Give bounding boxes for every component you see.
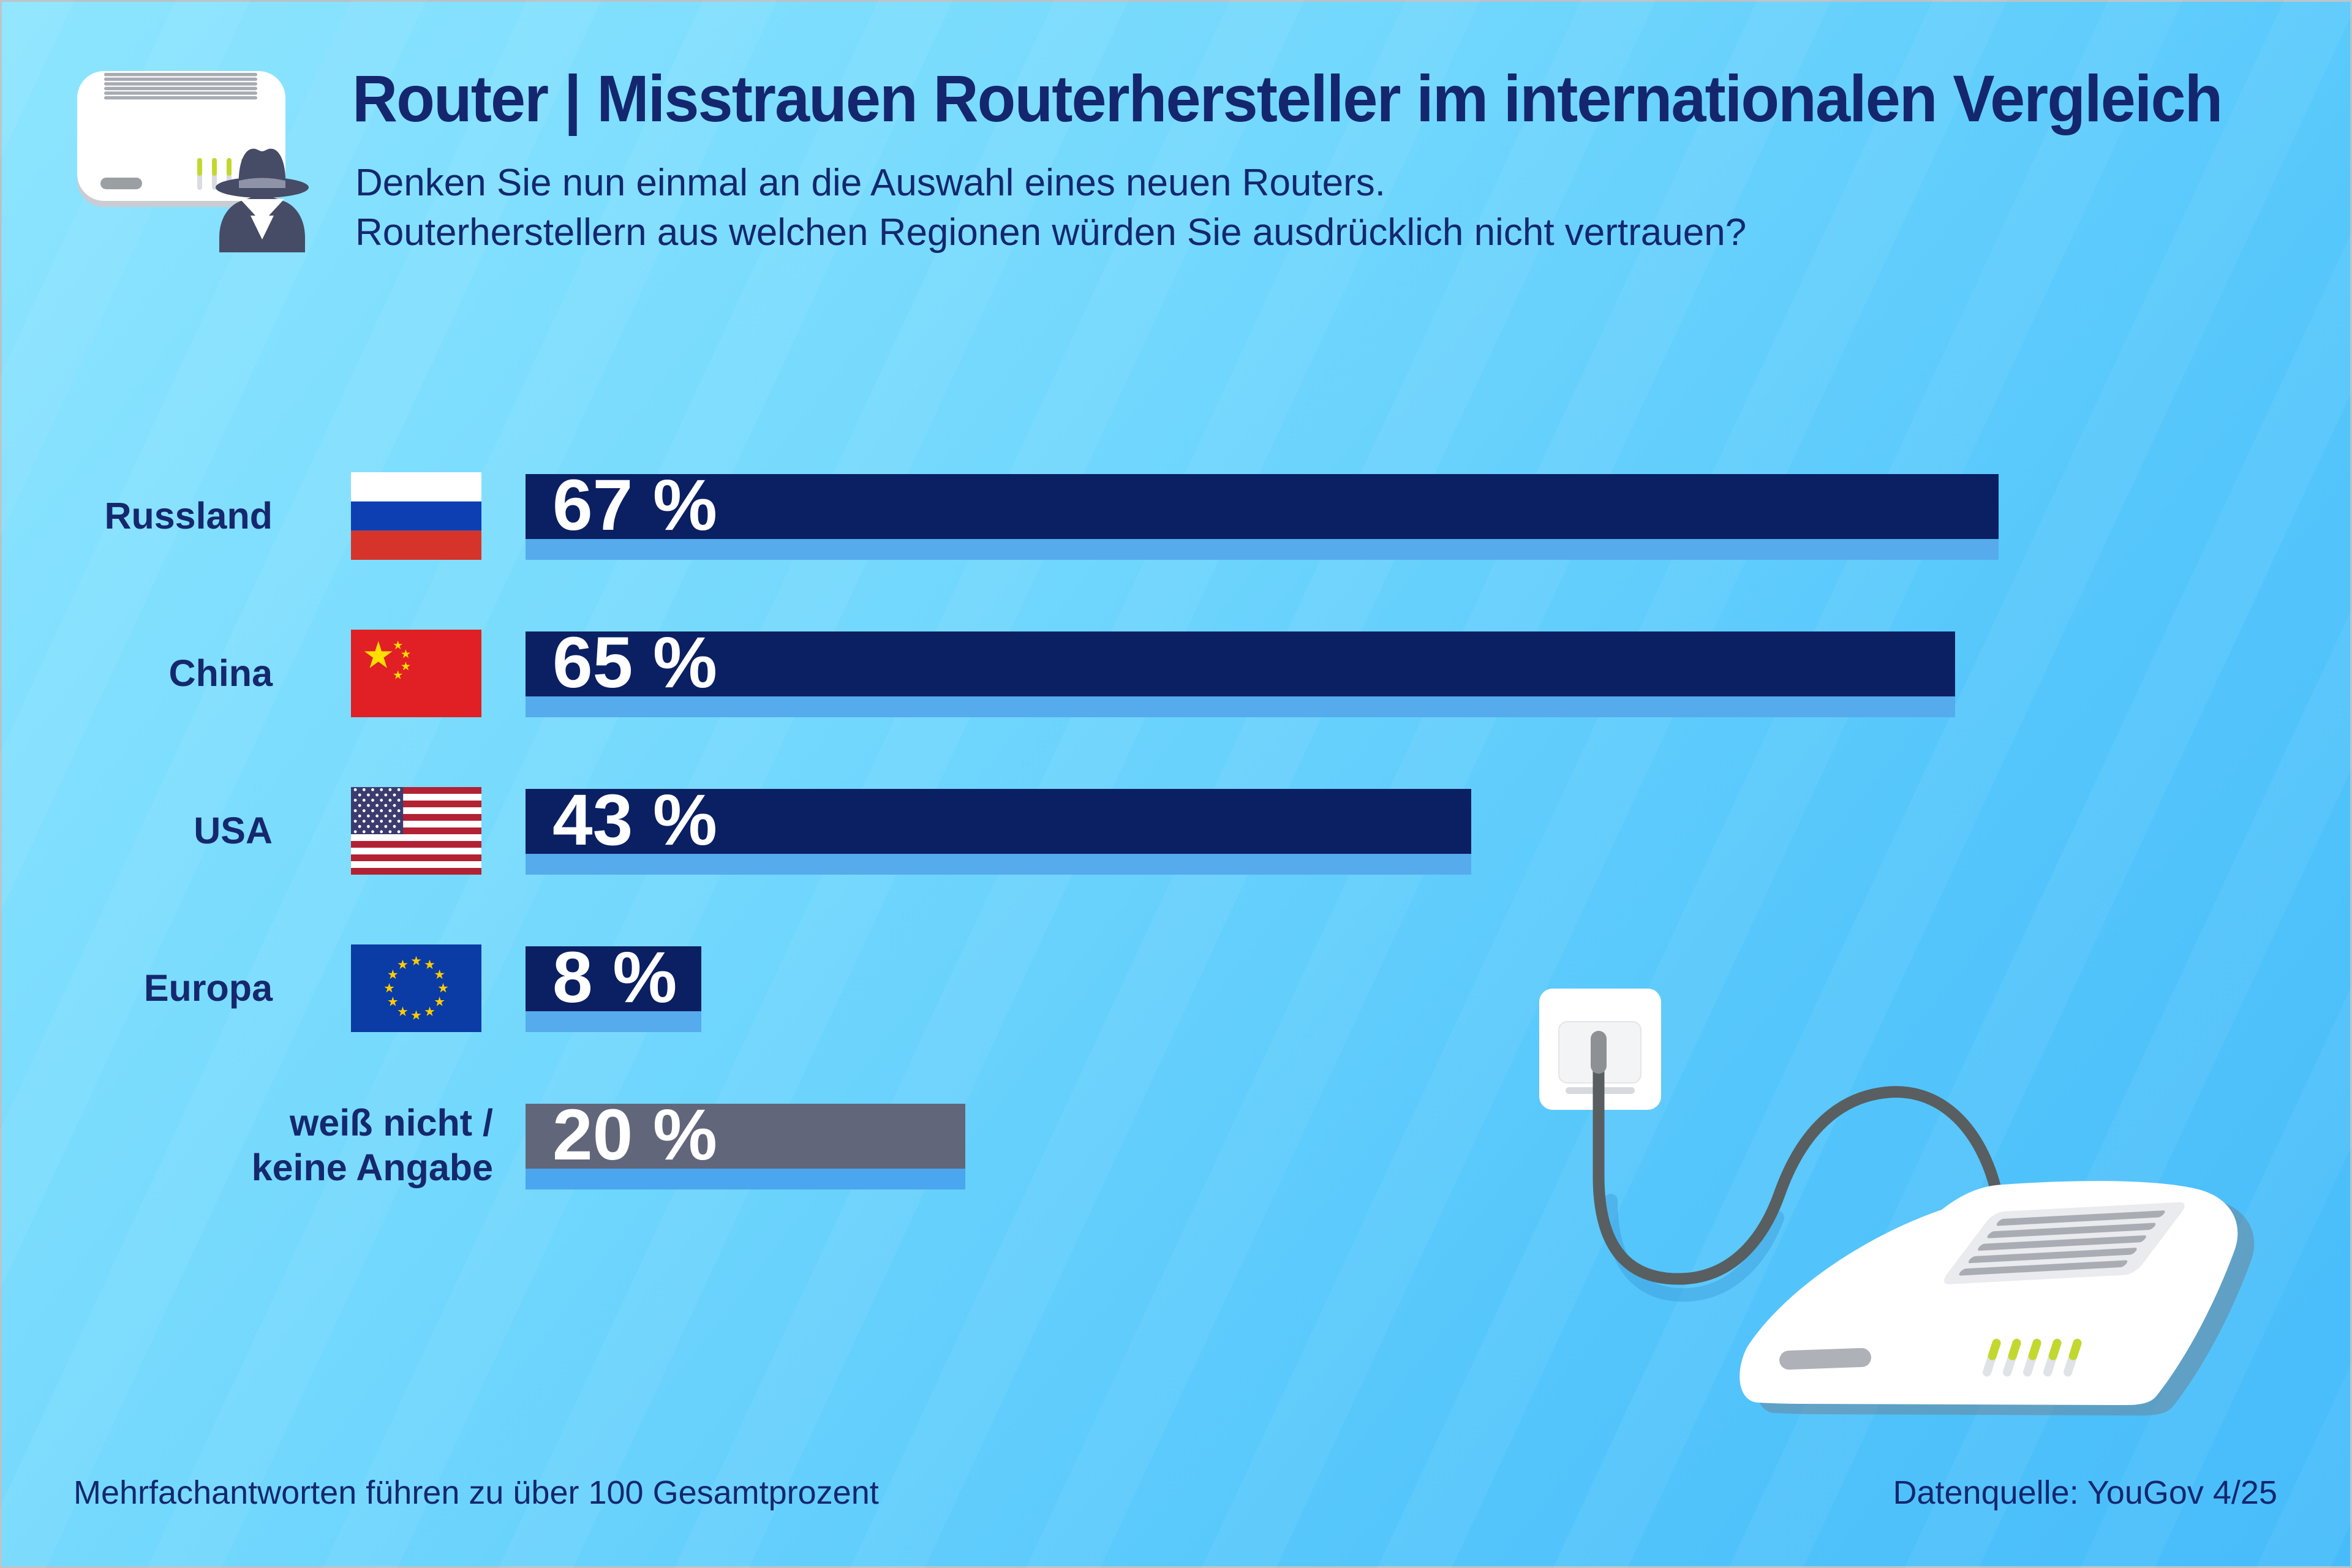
footer-source: Datenquelle: YouGov 4/25: [1893, 1474, 2277, 1511]
bar: 8 %: [526, 937, 701, 1018]
bar-shadow: [526, 539, 1999, 560]
plug-icon: [1591, 1031, 1607, 1074]
chart-row: China 65 %: [0, 622, 2352, 789]
router-vent-panel-icon: [1943, 1202, 2185, 1284]
bar-value: 20 %: [552, 1095, 717, 1175]
router-label-icon: [1779, 1348, 1871, 1370]
flag-eu-icon: [351, 944, 481, 1032]
bar: 67 %: [526, 465, 1999, 546]
page-title: Router | Misstrauen Routerhersteller im …: [352, 61, 2223, 135]
bar: 43 %: [526, 780, 1471, 861]
bar-value: 67 %: [552, 465, 717, 546]
router-button-icon: [100, 178, 142, 189]
chart-row: weiß nicht / keine Angabe 20 %: [0, 1095, 2352, 1261]
router-spy-icon: [77, 71, 309, 252]
bar-shadow: [526, 854, 1471, 875]
bar-value: 43 %: [552, 780, 717, 861]
flag-usa-icon: [351, 787, 481, 875]
row-label: Europa: [143, 967, 273, 1009]
spy-icon: [216, 148, 309, 252]
subtitle: Denken Sie nun einmal an die Auswahl ein…: [355, 158, 1746, 257]
row-label: China: [168, 652, 273, 694]
bar-shadow: [526, 696, 1955, 717]
flag-russia-icon: [351, 472, 481, 560]
chart-row: USA 43 %: [0, 780, 2352, 946]
row-label: Russland: [104, 494, 273, 537]
subtitle-line-1: Denken Sie nun einmal an die Auswahl ein…: [355, 162, 1385, 204]
cable-icon: [1593, 1066, 2002, 1285]
router-cable-socket-illustration: [1539, 989, 2255, 1415]
router-led-stripes-icon: [1983, 1338, 2082, 1377]
subtitle-line-2: Routerherstellern aus welchen Regionen w…: [355, 211, 1747, 254]
bar-value: 65 %: [552, 622, 717, 703]
router-vents-icon: [104, 73, 257, 100]
bar-shadow: [526, 1011, 701, 1032]
chart-row: Russland 67 %: [0, 465, 2352, 631]
footer-note: Mehrfachantworten führen zu über 100 Ges…: [74, 1474, 879, 1511]
bar-value: 8 %: [552, 937, 677, 1018]
bar: 20 %: [526, 1095, 965, 1175]
row-label: weiß nicht / keine Angabe: [251, 1102, 493, 1188]
chart-row: Europa 8 %: [0, 937, 2352, 1104]
row-label: USA: [194, 809, 273, 851]
flag-china-icon: [351, 630, 481, 717]
bar-shadow: [526, 1169, 965, 1189]
bar: 65 %: [526, 622, 1955, 703]
